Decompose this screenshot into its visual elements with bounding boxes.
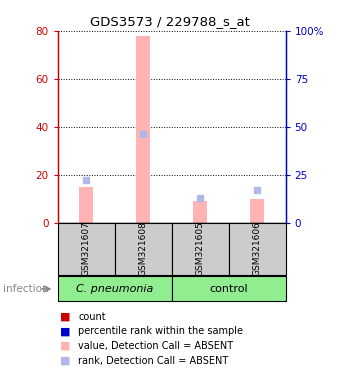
Bar — [136, 36, 150, 223]
Text: count: count — [78, 312, 106, 322]
Text: infection: infection — [3, 284, 49, 294]
Text: ■: ■ — [59, 356, 70, 366]
Text: value, Detection Call = ABSENT: value, Detection Call = ABSENT — [78, 341, 233, 351]
Bar — [79, 187, 94, 223]
Bar — [172, 223, 229, 275]
Bar — [228, 223, 286, 275]
Bar — [172, 276, 286, 301]
Text: ■: ■ — [59, 312, 70, 322]
Text: GSM321607: GSM321607 — [82, 221, 91, 276]
Text: percentile rank within the sample: percentile rank within the sample — [78, 326, 243, 336]
Text: rank, Detection Call = ABSENT: rank, Detection Call = ABSENT — [78, 356, 228, 366]
Bar — [58, 223, 115, 275]
Bar — [115, 223, 172, 275]
Text: GSM321606: GSM321606 — [253, 221, 261, 276]
Text: GSM321608: GSM321608 — [139, 221, 148, 276]
Text: control: control — [209, 284, 248, 294]
Text: GSM321605: GSM321605 — [196, 221, 205, 276]
Bar — [250, 199, 264, 223]
Bar — [193, 201, 207, 223]
Bar — [58, 276, 172, 301]
Text: C. pneumonia: C. pneumonia — [76, 284, 153, 294]
Text: GDS3573 / 229788_s_at: GDS3573 / 229788_s_at — [90, 15, 250, 28]
Text: ■: ■ — [59, 341, 70, 351]
Text: ■: ■ — [59, 326, 70, 336]
